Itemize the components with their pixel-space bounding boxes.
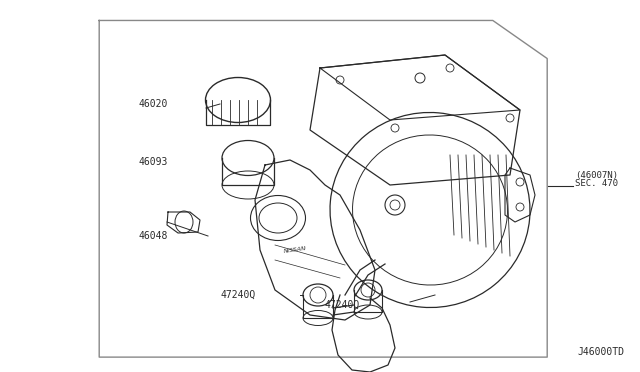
Text: 46048: 46048 — [139, 231, 168, 241]
Text: J46000TD: J46000TD — [577, 347, 624, 357]
Text: (46007N): (46007N) — [575, 171, 618, 180]
Text: 46093: 46093 — [139, 157, 168, 167]
Text: SEC. 470: SEC. 470 — [575, 179, 618, 187]
Text: NISSAN: NISSAN — [284, 246, 307, 254]
Text: 47240Q: 47240Q — [324, 300, 360, 310]
Text: 46020: 46020 — [139, 99, 168, 109]
Text: 47240Q: 47240Q — [221, 290, 256, 300]
